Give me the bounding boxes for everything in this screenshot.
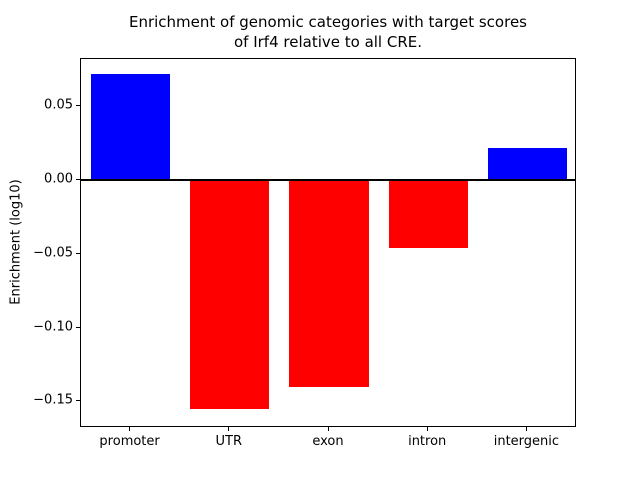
y-tick-label: −0.05 — [33, 245, 73, 261]
bar-intergenic — [487, 147, 568, 181]
x-tick-mark — [525, 427, 527, 431]
y-tick-mark — [76, 179, 80, 181]
y-tick-label: −0.15 — [33, 392, 73, 408]
bar-exon — [289, 180, 369, 387]
y-tick-label: 0.00 — [44, 171, 73, 187]
x-tick-label-intergenic: intergenic — [493, 434, 560, 449]
x-tick-label-UTR: UTR — [215, 434, 243, 449]
x-tick-mark — [327, 427, 329, 431]
x-tick-mark — [228, 427, 230, 431]
x-tick-label-exon: exon — [312, 434, 344, 449]
bar-intron — [388, 180, 468, 248]
x-tick-mark — [129, 427, 131, 431]
zero-line — [81, 179, 575, 182]
x-tick-mark — [426, 427, 428, 431]
chart-title: Enrichment of genomic categories with ta… — [128, 13, 527, 51]
y-tick-label: −0.10 — [33, 319, 73, 335]
x-tick-label-promoter: promoter — [99, 434, 160, 449]
y-tick-mark — [76, 105, 80, 107]
y-tick-mark — [76, 400, 80, 402]
y-tick-mark — [76, 326, 80, 328]
y-tick-mark — [76, 252, 80, 254]
bar-promoter — [90, 73, 171, 181]
plot-area — [80, 58, 576, 427]
y-axis-label: Enrichment (log10) — [8, 179, 24, 305]
bar-UTR — [190, 180, 270, 409]
y-tick-label: 0.05 — [44, 97, 73, 113]
bars-layer — [81, 59, 575, 426]
x-tick-label-intron: intron — [408, 434, 447, 449]
